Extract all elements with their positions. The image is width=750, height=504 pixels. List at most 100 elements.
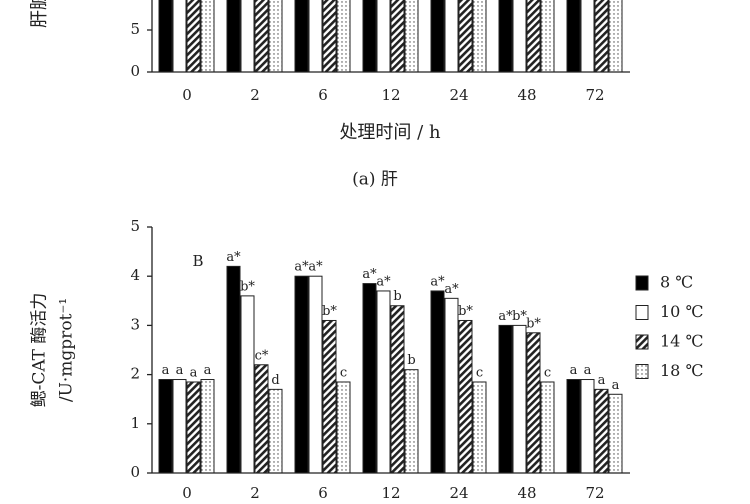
bar <box>268 0 283 73</box>
significance-label: a* <box>430 274 445 289</box>
legend-swatch <box>635 305 649 320</box>
significance-label: a <box>570 363 578 378</box>
y-tick-label: 1 <box>130 414 140 432</box>
x-tick-label: 12 <box>381 86 400 104</box>
caption: (a) 肝 <box>352 170 398 190</box>
bar <box>308 275 323 474</box>
bar <box>458 319 473 474</box>
bar <box>186 381 201 474</box>
significance-label: a* <box>294 260 309 275</box>
x-tick-label: 24 <box>449 86 468 104</box>
significance-label: a* <box>444 282 459 297</box>
legend-label: 10 ℃ <box>660 302 703 321</box>
x-tick-label: 48 <box>517 86 536 104</box>
bar <box>226 0 241 73</box>
bar <box>512 0 527 73</box>
bar <box>362 0 377 73</box>
bar <box>362 283 377 474</box>
significance-label: b* <box>322 304 337 319</box>
bar <box>580 0 595 73</box>
y-tick-label: 3 <box>130 315 140 333</box>
significance-label: b* <box>512 309 527 324</box>
legend-swatch <box>635 275 649 291</box>
significance-label: a <box>584 363 592 378</box>
bar <box>540 381 555 474</box>
significance-label: a <box>598 373 606 388</box>
significance-label: a <box>162 363 170 378</box>
bar <box>608 0 623 73</box>
bar <box>404 369 419 474</box>
bar <box>472 381 487 474</box>
x-axis-title: 处理时间 / h <box>339 122 441 143</box>
y-tick-label: 0 <box>130 463 140 481</box>
x-tick-label: 24 <box>449 484 468 500</box>
significance-label: c <box>476 365 483 380</box>
bar <box>390 305 405 474</box>
bar <box>322 319 337 474</box>
y-axis-title: 鳃-CAT 酶活力 <box>30 293 50 408</box>
x-tick-label: 48 <box>517 484 536 500</box>
significance-label: b* <box>240 279 255 294</box>
bar <box>158 0 173 73</box>
bar <box>526 0 541 73</box>
x-tick-label: 0 <box>182 484 192 500</box>
bar <box>594 388 609 474</box>
bar <box>240 295 255 474</box>
significance-label: c <box>544 365 551 380</box>
significance-label: a* <box>498 309 513 324</box>
bar <box>158 379 173 474</box>
bar <box>226 265 241 474</box>
bar <box>390 0 405 73</box>
legend-swatch <box>635 364 649 379</box>
bar <box>268 388 283 474</box>
bar <box>336 381 351 474</box>
bar <box>404 0 419 73</box>
bar <box>254 364 269 474</box>
x-tick-label: 2 <box>250 484 260 500</box>
significance-label: a* <box>376 274 391 289</box>
x-tick-label: 2 <box>250 86 260 104</box>
y-tick-label: 5 <box>130 20 140 38</box>
bar <box>322 0 337 73</box>
x-tick-label: 72 <box>585 484 604 500</box>
bar <box>376 0 391 73</box>
significance-label: a <box>612 378 620 393</box>
bar <box>294 275 309 474</box>
bar <box>580 379 595 474</box>
bar <box>526 332 541 474</box>
y-tick-label: 0 <box>130 62 140 80</box>
bar <box>172 379 187 474</box>
liver-panel: 0 5 0 2 6 12 24 48 72 处理时间 / h (a) 肝 肝脏 <box>29 0 630 190</box>
bar <box>608 393 623 474</box>
y-axis-title: 肝脏 <box>29 0 50 28</box>
significance-label: a* <box>362 267 377 282</box>
bar <box>512 324 527 474</box>
panel-label: B <box>192 252 203 270</box>
bar <box>172 0 187 73</box>
bar <box>566 0 581 73</box>
legend-label: 8 ℃ <box>660 273 693 292</box>
y-tick-label: 4 <box>130 266 140 284</box>
bar <box>444 0 459 73</box>
significance-label: a* <box>226 250 241 265</box>
bar <box>294 0 309 73</box>
significance-label: d <box>271 373 279 388</box>
x-tick-label: 12 <box>381 484 400 500</box>
bar <box>308 0 323 73</box>
bar <box>498 324 513 474</box>
y-tick-label: 2 <box>130 365 140 383</box>
y-tick-label: 5 <box>130 217 140 235</box>
bar <box>254 0 269 73</box>
significance-label: a* <box>308 260 323 275</box>
bar <box>200 0 215 73</box>
bar <box>430 290 445 474</box>
bar <box>376 290 391 474</box>
legend-label: 14 ℃ <box>660 332 703 351</box>
bar <box>444 297 459 474</box>
bar <box>566 379 581 474</box>
bar <box>186 0 201 73</box>
significance-label: b* <box>526 316 541 331</box>
